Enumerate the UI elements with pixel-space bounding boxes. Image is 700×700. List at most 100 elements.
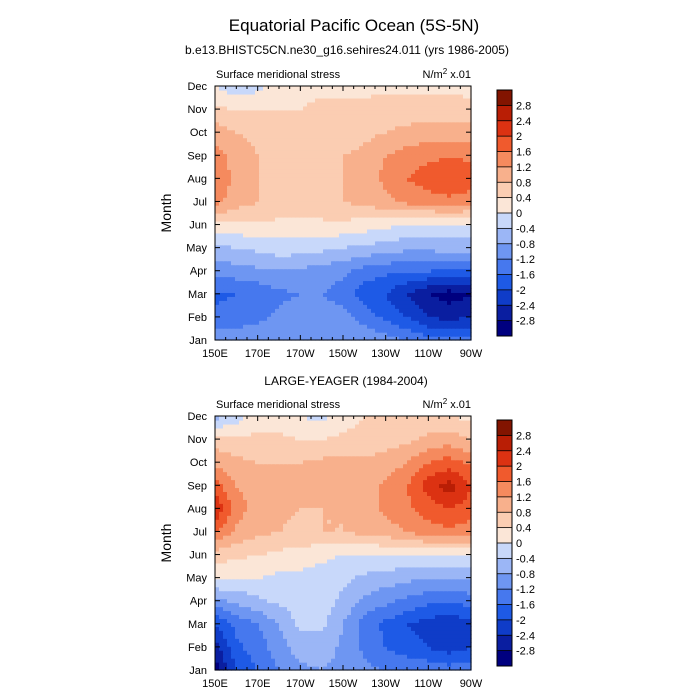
contour-cell <box>299 129 304 135</box>
contour-cell <box>239 228 244 234</box>
contour-cell <box>247 145 252 151</box>
contour-cell <box>235 153 240 159</box>
contour-cell <box>355 189 360 194</box>
contour-cell <box>299 177 304 182</box>
contour-cell <box>291 650 296 655</box>
contour-cell <box>391 153 396 159</box>
contour-cell <box>315 638 320 643</box>
contour-cell <box>267 165 272 170</box>
contour-cell <box>467 189 472 194</box>
contour-cell <box>287 622 292 627</box>
contour-cell <box>319 654 324 659</box>
contour-cell <box>315 185 320 190</box>
contour-cell <box>255 209 260 214</box>
contour-cell <box>355 137 360 143</box>
contour-cell <box>227 121 232 127</box>
contour-cell <box>447 133 452 139</box>
contour-cell <box>399 209 404 214</box>
contour-cell <box>447 658 452 663</box>
contour-cell <box>247 153 252 159</box>
contour-cell <box>431 284 436 290</box>
contour-cell <box>407 165 412 170</box>
contour-cell <box>407 177 412 182</box>
contour-cell <box>371 316 376 321</box>
contour-cell <box>239 177 244 182</box>
contour-cell <box>351 236 356 242</box>
contour-cell <box>331 288 336 293</box>
contour-cell <box>467 284 472 290</box>
contour-cell <box>303 646 308 651</box>
contour-cell <box>227 650 232 655</box>
contour-cell <box>299 105 304 111</box>
contour-cell <box>371 177 376 182</box>
contour-cell <box>243 201 248 206</box>
contour-cell <box>311 133 316 139</box>
contour-cell <box>315 328 320 333</box>
contour-cell <box>255 634 260 639</box>
contour-cell <box>335 177 340 182</box>
contour-cell <box>383 141 388 147</box>
contour-cell <box>339 272 344 278</box>
contour-cell <box>367 197 372 202</box>
contour-cell <box>415 213 420 218</box>
contour-cell <box>379 89 384 95</box>
contour-cell <box>299 113 304 119</box>
contour-cell <box>367 276 372 282</box>
contour-cell <box>355 622 360 627</box>
contour-cell <box>411 626 416 631</box>
contour-cell <box>231 165 236 170</box>
contour-cell <box>463 284 468 290</box>
contour-cell <box>355 86 360 91</box>
contour-cell <box>259 328 264 333</box>
contour-cell <box>263 662 268 667</box>
contour-cell <box>447 328 452 333</box>
contour-cell <box>427 129 432 135</box>
contour-cell <box>259 157 264 163</box>
contour-cell <box>427 634 432 639</box>
contour-cell <box>423 165 428 170</box>
contour-cell <box>351 129 356 135</box>
contour-cell <box>243 264 248 270</box>
contour-cell <box>379 145 384 151</box>
contour-cell <box>331 141 336 147</box>
contour-cell <box>323 630 328 635</box>
contour-cell <box>415 284 420 290</box>
contour-cell <box>219 173 224 178</box>
contour-cell <box>343 336 348 341</box>
contour-cell <box>215 292 220 297</box>
contour-cell <box>403 296 408 301</box>
contour-cell <box>335 89 340 95</box>
contour-cell <box>303 101 308 107</box>
contour-cell <box>439 153 444 159</box>
contour-cell <box>411 177 416 182</box>
contour-cell <box>399 177 404 182</box>
contour-cell <box>351 153 356 159</box>
contour-cell <box>239 288 244 293</box>
contour-cell <box>447 642 452 647</box>
contour-cell <box>279 93 284 99</box>
contour-cell <box>323 121 328 127</box>
contour-cell <box>247 177 252 182</box>
contour-cell <box>347 308 352 313</box>
contour-cell <box>283 161 288 166</box>
contour-cell <box>327 209 332 214</box>
contour-cell <box>287 113 292 119</box>
contour-cell <box>419 93 424 99</box>
contour-cell <box>235 324 240 329</box>
contour-cell <box>219 276 224 282</box>
contour-cell <box>427 332 432 337</box>
contour-cell <box>315 320 320 325</box>
contour-cell <box>335 141 340 147</box>
contour-cell <box>435 260 440 266</box>
contour-cell <box>391 157 396 163</box>
contour-cell <box>255 316 260 321</box>
contour-cell <box>451 304 456 309</box>
contour-cell <box>431 101 436 107</box>
contour-cell <box>299 185 304 190</box>
contour-cell <box>431 336 436 341</box>
contour-cell <box>275 89 280 95</box>
contour-cell <box>247 256 252 262</box>
contour-cell <box>355 312 360 317</box>
contour-cell <box>467 658 472 663</box>
contour-cell <box>223 654 228 659</box>
